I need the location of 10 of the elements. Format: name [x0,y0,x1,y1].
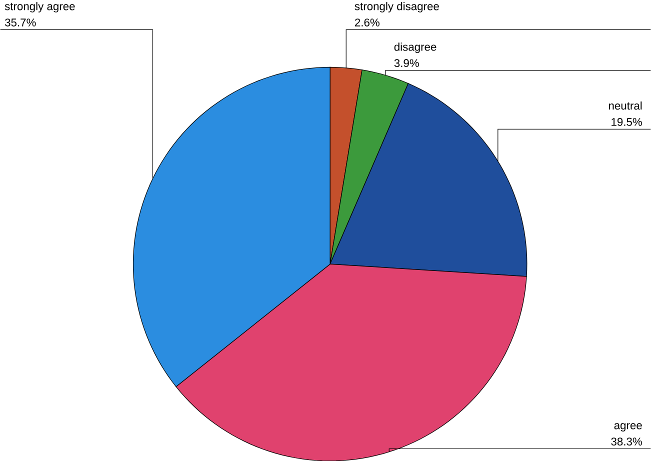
data-label: 3.9% [394,59,419,67]
data-label: 35.7% [5,18,36,26]
slice-label: neutral [609,101,642,110]
data-label: 19.5% [612,118,642,126]
slice-label: strongly disagree [354,2,439,12]
data-label: 38.3% [611,438,642,446]
data-label: 2.6% [355,18,380,26]
slice-label: strongly agree [4,2,75,12]
slice-label: disagree [394,42,436,53]
slice-label: agree [614,423,642,432]
